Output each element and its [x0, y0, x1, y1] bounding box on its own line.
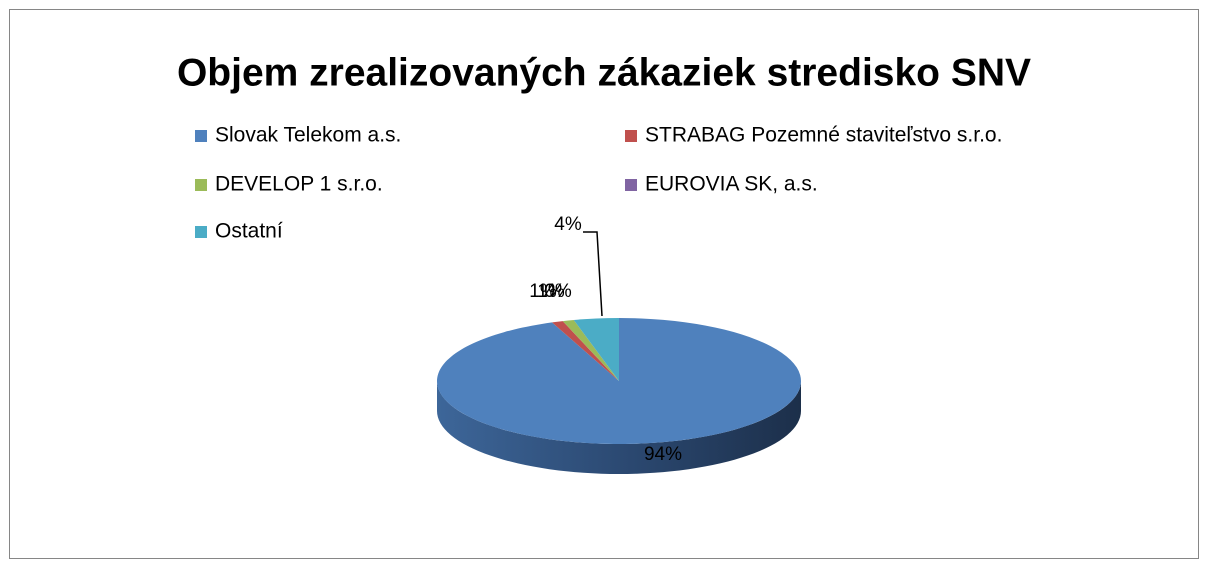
- leader-line: [583, 231, 603, 317]
- legend-label: DEVELOP 1 s.r.o.: [215, 173, 383, 196]
- data-label: 94%: [644, 444, 682, 465]
- legend-swatch: [625, 179, 637, 191]
- data-label: 1%: [529, 281, 557, 302]
- legend-swatch: [625, 130, 637, 142]
- data-label: 4%: [554, 214, 582, 235]
- legend-label: STRABAG Pozemné staviteľstvo s.r.o.: [645, 124, 1002, 147]
- pie-slice: [552, 321, 619, 381]
- pie-side: [437, 381, 801, 474]
- pie-slice: [436, 318, 801, 445]
- legend-label: Slovak Telekom a.s.: [215, 124, 401, 147]
- pie-slice: [562, 319, 619, 381]
- legend-swatch: [195, 226, 207, 238]
- legend-label: Ostatní: [215, 220, 283, 243]
- data-label: 1%: [537, 281, 565, 302]
- data-label: 0%: [544, 281, 572, 302]
- pie-slice: [573, 318, 619, 381]
- chart-title: Objem zrealizovaných zákaziek stredisko …: [177, 51, 1031, 94]
- legend-label: EUROVIA SK, a.s.: [645, 173, 818, 196]
- legend-swatch: [195, 130, 207, 142]
- legend-swatch: [195, 179, 207, 191]
